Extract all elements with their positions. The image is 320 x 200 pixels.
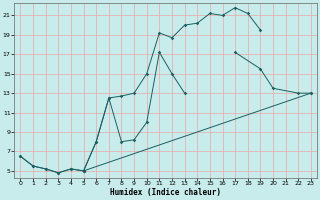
X-axis label: Humidex (Indice chaleur): Humidex (Indice chaleur) xyxy=(110,188,221,197)
